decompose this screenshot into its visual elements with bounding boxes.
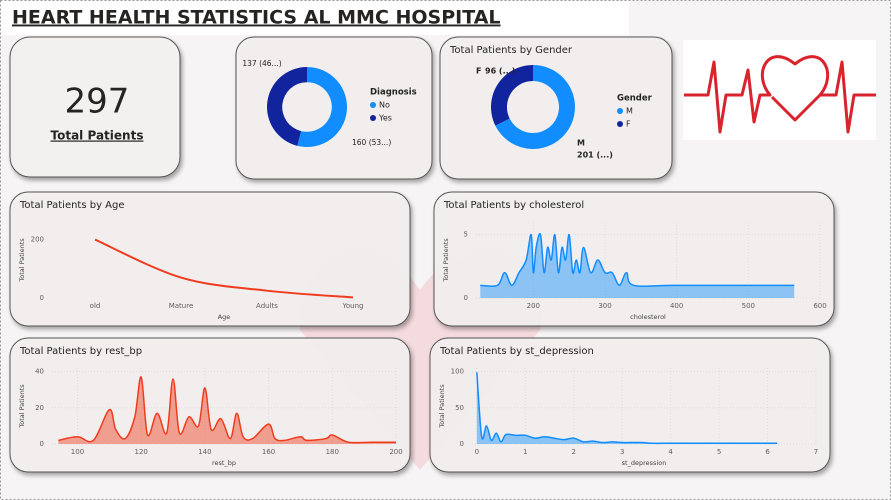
area-line <box>476 372 778 445</box>
legend-title: Diagnosis <box>370 88 417 98</box>
y-tick-label: 200 <box>31 236 44 244</box>
x-axis-label: cholesterol <box>630 313 666 321</box>
title-band <box>1 1 629 35</box>
area-fill <box>476 372 778 444</box>
chart-title: Total Patients by st_depression <box>439 346 594 357</box>
value-label: 201 (...) <box>577 151 613 160</box>
area-line <box>480 232 795 288</box>
legend-marker <box>617 108 623 114</box>
chart-title: Total Patients by Gender <box>449 45 573 56</box>
y-tick-label: 0 <box>40 440 44 448</box>
slice-category: F <box>476 67 481 76</box>
chart-title: Total Patients by cholesterol <box>443 200 584 211</box>
slice-category: M <box>577 139 585 148</box>
y-tick-label: 5 <box>464 231 468 239</box>
donut-slice <box>495 65 575 149</box>
chart-title: Total Patients by Age <box>19 200 125 211</box>
donut-slice <box>297 67 348 147</box>
x-tick-label: 600 <box>813 302 826 310</box>
chart-title: Total Patients by rest_bp <box>19 346 142 357</box>
x-tick-label: 500 <box>742 302 755 310</box>
x-axis-label: st_depression <box>622 459 667 467</box>
x-tick-label: old <box>90 302 101 310</box>
x-tick-label: 200 <box>527 302 540 310</box>
x-tick-label: 400 <box>670 302 683 310</box>
x-tick-label: 0 <box>475 448 479 456</box>
area-line <box>58 376 396 444</box>
y-tick-label: 50 <box>455 404 464 412</box>
y-tick-label: 0 <box>40 294 44 302</box>
x-tick-label: 120 <box>134 448 147 456</box>
value-label: 137 (46...) <box>242 59 281 68</box>
card <box>439 36 673 180</box>
y-tick-label: 40 <box>35 368 44 376</box>
card <box>9 191 411 327</box>
legend-title: Gender <box>617 94 653 104</box>
x-tick-label: 200 <box>389 448 402 456</box>
x-tick-label: 4 <box>668 448 673 456</box>
legend-label: M <box>626 107 633 116</box>
card <box>433 191 835 327</box>
x-tick-label: Adults <box>256 302 278 310</box>
value-label: 160 (53...) <box>352 138 391 147</box>
legend-label: F <box>626 120 631 129</box>
y-axis-label: Total Patients <box>442 238 450 283</box>
y-tick-label: 100 <box>451 368 464 376</box>
legend-label: Yes <box>378 114 392 123</box>
x-tick-label: 6 <box>765 448 770 456</box>
x-tick-label: Mature <box>169 302 194 310</box>
page-title: HEART HEALTH STATISTICS AL MMC HOSPITAL <box>12 7 501 29</box>
line <box>94 238 354 299</box>
donut-slice <box>491 65 533 126</box>
y-tick-label: 0 <box>464 294 468 302</box>
kpi-label: Total Patients <box>51 129 144 143</box>
x-axis-label: Age <box>218 313 231 321</box>
x-tick-label: 2 <box>572 448 576 456</box>
y-axis-label: Total Patients <box>18 238 26 283</box>
legend-marker <box>370 102 376 108</box>
kpi-value: 297 <box>65 82 130 122</box>
x-tick-label: 160 <box>262 448 275 456</box>
y-axis-label: Total Patients <box>18 384 26 429</box>
kpi-card <box>9 36 181 178</box>
x-tick-label: 100 <box>71 448 84 456</box>
legend-label: No <box>379 101 390 110</box>
x-tick-label: 7 <box>814 448 818 456</box>
x-axis-label: rest_bp <box>212 459 236 467</box>
x-tick-label: 300 <box>598 302 611 310</box>
heart-image <box>683 40 876 140</box>
y-tick-label: 0 <box>460 440 464 448</box>
x-tick-label: 1 <box>523 448 527 456</box>
x-tick-label: 140 <box>198 448 211 456</box>
legend-marker <box>370 115 376 121</box>
card <box>429 337 831 473</box>
donut-slice <box>267 67 307 146</box>
area-fill <box>480 233 795 298</box>
x-tick-label: 180 <box>326 448 339 456</box>
y-axis-label: Total Patients <box>438 384 446 429</box>
x-tick-label: 3 <box>620 448 624 456</box>
x-tick-label: 5 <box>717 448 721 456</box>
x-tick-label: Young <box>342 302 364 310</box>
y-tick-label: 20 <box>35 404 44 412</box>
value-label: 96 (...) <box>485 67 515 76</box>
legend-marker <box>617 121 623 127</box>
